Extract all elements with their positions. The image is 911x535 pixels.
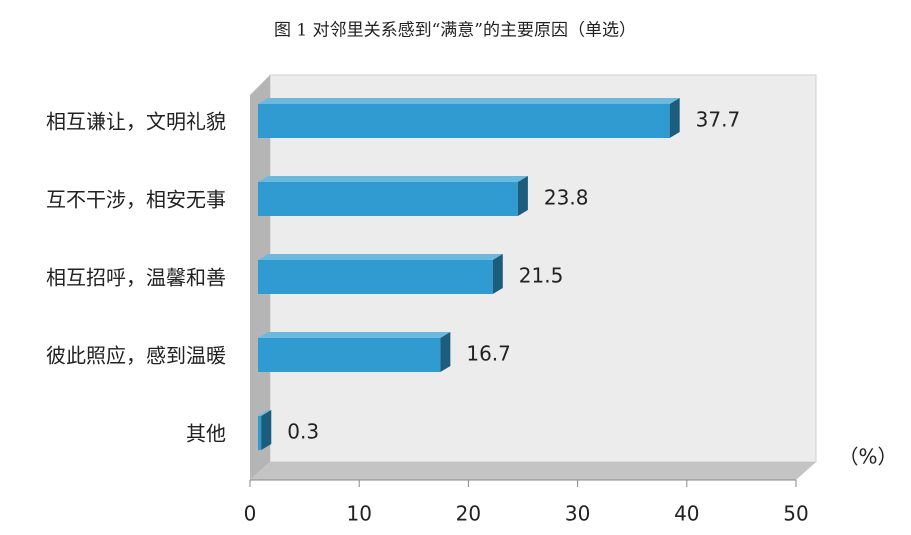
bar-top: [258, 254, 503, 260]
x-tick-label: 0: [244, 502, 257, 526]
bar-front: [258, 338, 441, 372]
y-tick-label: 互不干涉，相安无事: [46, 188, 226, 212]
bar-front: [258, 182, 518, 216]
x-tick-label: 10: [346, 502, 371, 526]
value-label: 23.8: [544, 186, 589, 210]
bar-front: [258, 260, 493, 294]
bar: [258, 98, 680, 138]
bar-side: [669, 98, 680, 138]
y-tick-label: 相互招呼，温馨和善: [46, 266, 226, 290]
x-tick-label: 20: [456, 502, 481, 526]
bar-top: [258, 98, 680, 104]
value-label: 21.5: [519, 264, 564, 288]
floor: [250, 462, 816, 480]
bar: [258, 332, 451, 372]
bar-top: [258, 176, 528, 182]
value-label: 37.7: [696, 108, 741, 132]
bar-side: [492, 254, 503, 294]
bar: [258, 176, 528, 216]
y-tick-label: 彼此照应，感到温暖: [46, 344, 226, 368]
bar: [258, 410, 272, 450]
value-label: 16.7: [466, 342, 511, 366]
bar-top: [258, 410, 272, 416]
value-label: 0.3: [287, 420, 319, 444]
bar-front: [258, 104, 670, 138]
bar-top: [258, 332, 451, 338]
y-tick-label: 相互谦让，文明礼貌: [46, 110, 226, 134]
chart-title: 图 1 对邻里关系感到“满意”的主要原因（单选）: [274, 21, 636, 41]
x-axis-unit: （%）: [838, 445, 897, 469]
bar-front: [258, 416, 262, 450]
bar-side: [261, 410, 272, 450]
y-tick-label: 其他: [186, 422, 226, 446]
x-tick-label: 40: [674, 502, 699, 526]
bar: [258, 254, 503, 294]
x-tick-label: 50: [783, 502, 808, 526]
x-tick-label: 30: [565, 502, 590, 526]
bar-side: [440, 332, 451, 372]
bar-side: [517, 176, 528, 216]
